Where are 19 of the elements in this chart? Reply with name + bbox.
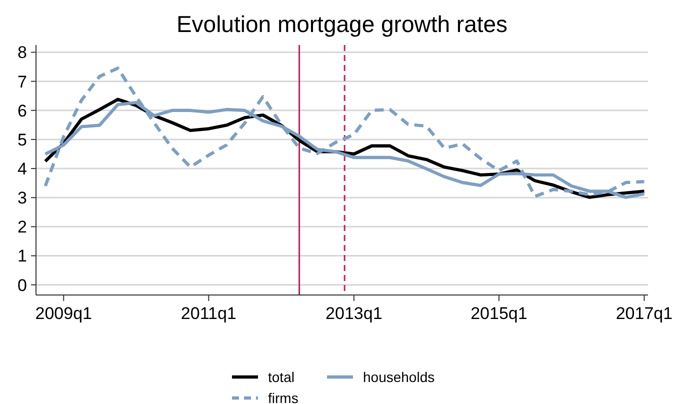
x-tick-label: 2011q1 — [180, 304, 236, 323]
legend-label: total — [268, 368, 294, 385]
legend-label: firms — [268, 390, 298, 404]
y-tick-label: 3 — [18, 188, 27, 208]
x-tick-label: 2009q1 — [35, 304, 92, 323]
chart-title: Evolution mortgage growth rates — [176, 11, 508, 37]
y-tick-label: 7 — [18, 72, 27, 92]
y-tick-label: 4 — [18, 159, 27, 178]
y-tick-label: 0 — [18, 276, 27, 295]
y-tick-label: 8 — [18, 43, 27, 62]
legend-label: households — [363, 368, 435, 385]
x-tick-label: 2013q1 — [326, 304, 382, 323]
y-tick-label: 2 — [18, 218, 27, 237]
line-series — [44, 66, 646, 198]
y-tick-label: 1 — [18, 246, 27, 266]
y-tick-label: 5 — [18, 130, 27, 150]
x-tick-label: 2017q1 — [616, 304, 673, 323]
y-tick-label: 6 — [18, 101, 27, 120]
x-tick-label: 2015q1 — [470, 304, 528, 323]
